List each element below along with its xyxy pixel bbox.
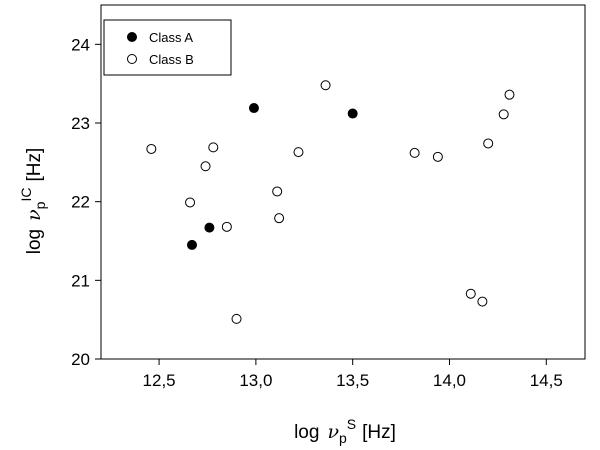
x-axis-label-sup: S	[347, 416, 356, 432]
x-tick-label: 14,0	[433, 371, 466, 390]
y-axis-label-prefix: log	[24, 229, 45, 254]
x-axis-ticks: 12,5 13,0 13,5 14,0 14,5	[143, 359, 563, 390]
y-tick-label: 20	[71, 350, 90, 369]
class-a-point	[186, 239, 197, 250]
y-axis-label-symbol: ν	[23, 209, 45, 221]
y-axis-label-unit: [Hz]	[24, 148, 45, 182]
legend-label: Class B	[149, 52, 194, 67]
x-tick-label: 13,5	[336, 371, 369, 390]
class-b-point	[504, 89, 515, 100]
legend-marker	[127, 54, 137, 64]
class-b-point	[208, 142, 219, 153]
class-b-point	[231, 313, 242, 324]
x-axis-label-prefix: log	[294, 422, 319, 443]
class-b-point	[320, 80, 331, 91]
class-b-point	[477, 296, 488, 307]
y-tick-label: 22	[71, 193, 90, 212]
y-axis-label: log νpIC [Hz]	[18, 148, 48, 255]
y-axis-label-sub: p	[32, 201, 48, 209]
y-tick-label: 23	[71, 114, 90, 133]
y-axis-ticks: 20 21 22 23 24	[71, 35, 101, 369]
x-tick-label: 14,5	[530, 371, 563, 390]
legend: Class A Class B	[103, 19, 232, 76]
class-b-point	[221, 221, 232, 232]
x-axis-label-sub: p	[339, 430, 347, 446]
class-b-point	[272, 186, 283, 197]
class-b-point	[409, 147, 420, 158]
class-b-point	[200, 161, 211, 172]
legend-marker	[127, 32, 137, 42]
class-b-point	[432, 151, 443, 162]
class-b-point	[465, 288, 476, 299]
class-a-point	[204, 222, 215, 233]
class-b-point	[146, 143, 157, 154]
class-b-point	[498, 109, 509, 120]
x-axis-label: log νpS [Hz]	[294, 416, 396, 446]
class-a-point	[248, 103, 259, 114]
class-b-point	[483, 138, 494, 149]
legend-box	[103, 19, 232, 76]
x-axis-label-unit: [Hz]	[362, 422, 396, 443]
x-tick-label: 12,5	[143, 371, 176, 390]
data-points	[146, 80, 515, 324]
legend-label: Class A	[149, 30, 193, 45]
class-b-point	[274, 213, 285, 224]
y-tick-label: 24	[71, 35, 90, 54]
y-tick-label: 21	[71, 271, 90, 290]
axes	[100, 4, 586, 360]
class-b-point	[293, 147, 304, 158]
class-b-point	[185, 197, 196, 208]
class-a-point	[347, 108, 358, 119]
x-tick-label: 13,0	[239, 371, 272, 390]
plot-frame	[100, 4, 586, 360]
x-axis-label-symbol: ν	[327, 421, 339, 443]
y-axis-label-sup: IC	[18, 188, 34, 202]
